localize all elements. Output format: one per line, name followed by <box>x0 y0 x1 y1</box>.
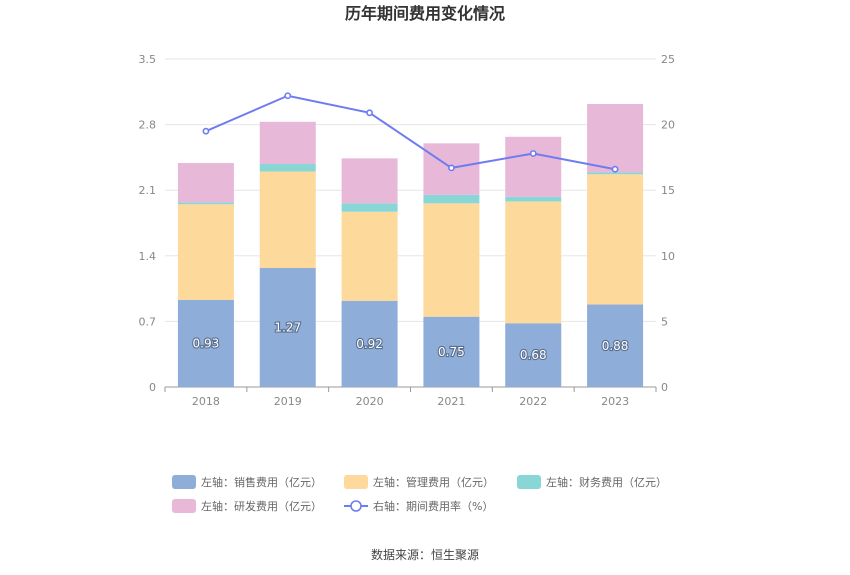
legend-swatch <box>172 475 196 489</box>
bar-segment <box>505 196 562 202</box>
bar-segment <box>587 172 644 175</box>
legend-swatch <box>172 499 196 513</box>
x-tick-label: 2022 <box>519 395 547 408</box>
legend-label: 左轴：管理费用（亿元） <box>373 475 494 489</box>
legend-swatch <box>517 475 541 489</box>
bar-segment <box>423 194 480 204</box>
line-series <box>202 92 619 173</box>
series-line <box>205 94 616 171</box>
legend-item[interactable]: 左轴：财务费用（亿元） <box>517 475 667 489</box>
data-label: 0.92 <box>356 337 383 351</box>
bar-segment <box>505 136 562 197</box>
y-right-tick-label: 25 <box>661 53 675 66</box>
data-label: 0.88 <box>602 339 629 353</box>
bar-segment <box>423 203 480 317</box>
legend-swatch <box>344 475 368 489</box>
y-left-tick-label: 1.4 <box>139 250 157 263</box>
bar-segment <box>259 163 316 172</box>
bar-segment <box>341 300 398 387</box>
bar-segment <box>587 174 644 305</box>
legend-label: 左轴：销售费用（亿元） <box>201 475 322 489</box>
y-left-tick-label: 2.1 <box>139 184 157 197</box>
legend[interactable]: 左轴：销售费用（亿元） 左轴：管理费用（亿元） 左轴：财务费用（亿元） 左轴：研发费用… <box>172 475 667 513</box>
x-tick-label: 2021 <box>437 395 465 408</box>
bar-segment <box>177 299 234 387</box>
y-right-tick-label: 0 <box>661 381 668 394</box>
bar-segment <box>587 103 644 173</box>
y-right-tick-label: 5 <box>661 315 668 328</box>
legend-item[interactable]: 右轴：期间费用率（%） <box>344 499 493 513</box>
chart-title: 历年期间费用变化情况 <box>345 4 505 23</box>
line-point <box>611 165 619 173</box>
x-tick-label: 2018 <box>192 395 220 408</box>
y-right-tick-label: 15 <box>661 184 675 197</box>
bar-segment <box>587 304 644 387</box>
data-label: 0.93 <box>193 336 220 350</box>
x-tick-label: 2020 <box>356 395 384 408</box>
bar-segment <box>423 316 480 387</box>
bar-segment <box>259 267 316 387</box>
y-right-tick-label: 20 <box>661 119 675 132</box>
legend-swatch <box>350 500 362 512</box>
legend-item[interactable]: 左轴：管理费用（亿元） <box>344 475 494 489</box>
line-point <box>529 150 537 157</box>
bar-segment <box>259 121 316 164</box>
x-tick-label: 2023 <box>601 395 629 408</box>
bar-segment <box>505 323 562 387</box>
line-point <box>366 109 373 117</box>
grid <box>165 58 656 322</box>
legend-item[interactable]: 左轴：研发费用（亿元） <box>172 499 322 513</box>
bar-segment <box>259 171 316 268</box>
x-tick-label: 2019 <box>274 395 302 408</box>
data-label: 1.27 <box>274 320 301 334</box>
source-text: 数据来源：恒生聚源 <box>371 547 479 562</box>
line-point <box>284 92 292 100</box>
legend-item[interactable]: 左轴：销售费用（亿元） <box>172 475 322 489</box>
axes: 0 0.7 1.4 2.1 2.8 3.5 0 5 10 15 20 25 2018 2019 2020 20… <box>139 53 676 408</box>
legend-label: 左轴：研发费用（亿元） <box>201 499 322 513</box>
data-label: 0.75 <box>438 345 465 359</box>
bar-segment <box>341 158 398 204</box>
data-label: 0.68 <box>520 348 547 362</box>
y-left-tick-label: 0.7 <box>139 315 157 328</box>
y-left-tick-label: 0 <box>149 381 156 394</box>
y-left-tick-label: 3.5 <box>139 53 157 66</box>
bar-segment <box>341 211 398 301</box>
bar-segment <box>177 202 234 205</box>
y-right-tick-label: 10 <box>661 250 675 263</box>
bar-segment <box>341 203 398 212</box>
y-left-tick-label: 2.8 <box>139 119 157 132</box>
line-point <box>448 164 455 172</box>
bar-segment <box>505 201 562 324</box>
bars: 0.93 1.27 0.92 0.75 0.68 0.88 <box>177 103 644 387</box>
legend-label: 右轴：期间费用率（%） <box>373 499 493 513</box>
bar-segment <box>177 204 234 300</box>
line-point <box>202 127 210 135</box>
bar-segment <box>177 163 234 203</box>
legend-label: 左轴：财务费用（亿元） <box>546 475 667 489</box>
